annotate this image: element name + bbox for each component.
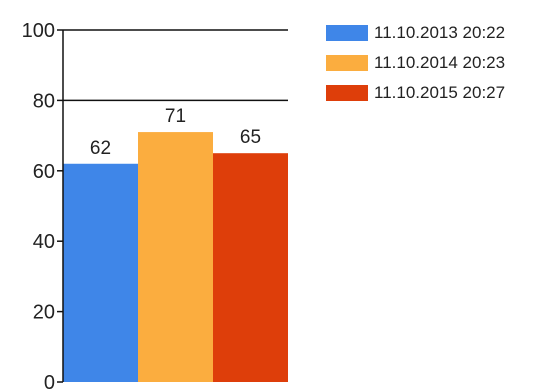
gridlines [63,29,288,102]
legend-item-1: 11.10.2013 20:22 [326,18,505,48]
bar-1 [63,163,138,382]
y-tick-label-40: 40 [33,231,55,253]
legend-item-2: 11.10.2014 20:23 [326,48,505,78]
data-labels: 62 71 65 [90,106,261,159]
data-label-3: 65 [240,127,261,148]
y-axis: 0 20 40 60 80 100 [22,20,64,391]
y-tick-label-100: 100 [22,20,55,42]
y-tick-label-80: 80 [33,90,55,112]
legend-swatch-3 [326,85,368,101]
legend-label-1: 11.10.2013 20:22 [374,23,506,42]
legend-swatch-1 [326,25,368,41]
legend-swatch-2 [326,55,368,71]
legend-item-3: 11.10.2015 20:27 [326,78,505,108]
bar-2 [138,132,213,382]
data-label-1: 62 [90,138,111,159]
bars [63,132,288,382]
legend-label-2: 11.10.2014 20:23 [374,53,506,72]
y-tick-label-60: 60 [33,161,55,183]
data-label-2: 71 [165,106,186,127]
legend: 11.10.2013 20:22 11.10.2014 20:23 11.10.20… [326,18,505,108]
y-tick-label-20: 20 [33,302,55,324]
y-tick-label-0: 0 [44,372,55,391]
bar-3 [213,153,288,382]
legend-label-3: 11.10.2015 20:27 [374,83,506,102]
